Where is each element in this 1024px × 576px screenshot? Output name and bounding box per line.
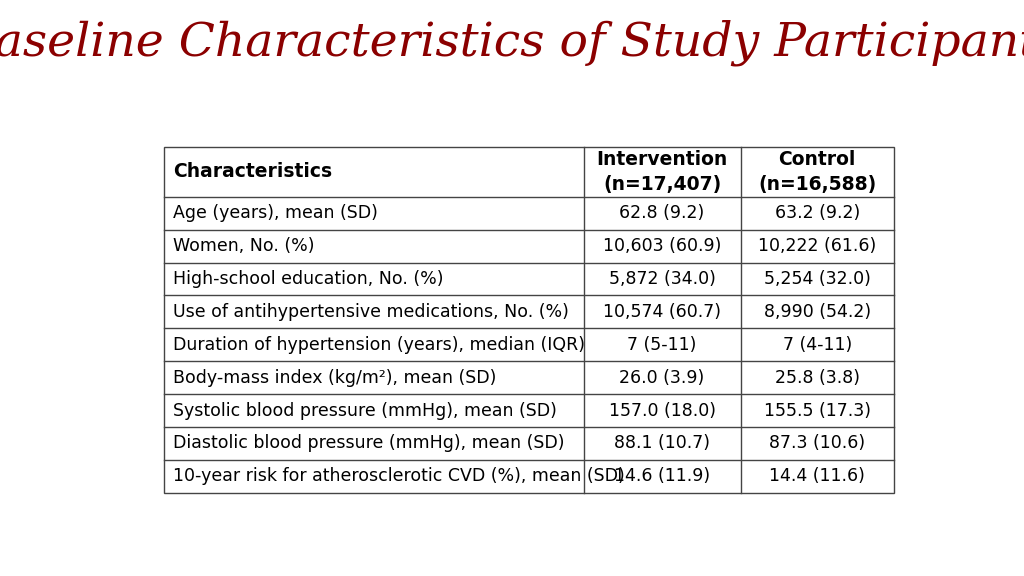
Text: Control
(n=16,588): Control (n=16,588) — [758, 150, 877, 194]
Text: 14.6 (11.9): 14.6 (11.9) — [614, 467, 710, 485]
Text: 62.8 (9.2): 62.8 (9.2) — [620, 204, 705, 222]
Text: Diastolic blood pressure (mmHg), mean (SD): Diastolic blood pressure (mmHg), mean (S… — [173, 434, 564, 452]
Text: 25.8 (3.8): 25.8 (3.8) — [775, 369, 860, 386]
Text: 87.3 (10.6): 87.3 (10.6) — [769, 434, 865, 452]
Text: High-school education, No. (%): High-school education, No. (%) — [173, 270, 443, 288]
Text: 7 (5-11): 7 (5-11) — [628, 336, 696, 354]
Text: Characteristics: Characteristics — [173, 162, 333, 181]
Text: 10,574 (60.7): 10,574 (60.7) — [603, 303, 721, 321]
Text: 5,872 (34.0): 5,872 (34.0) — [608, 270, 716, 288]
Text: Age (years), mean (SD): Age (years), mean (SD) — [173, 204, 378, 222]
Text: Women, No. (%): Women, No. (%) — [173, 237, 314, 255]
Text: Baseline Characteristics of Study Participants: Baseline Characteristics of Study Partic… — [0, 20, 1024, 66]
Text: 10,222 (61.6): 10,222 (61.6) — [758, 237, 877, 255]
Text: 5,254 (32.0): 5,254 (32.0) — [764, 270, 870, 288]
Text: 157.0 (18.0): 157.0 (18.0) — [608, 401, 716, 419]
Text: 155.5 (17.3): 155.5 (17.3) — [764, 401, 870, 419]
Text: 10,603 (60.9): 10,603 (60.9) — [603, 237, 721, 255]
Text: 26.0 (3.9): 26.0 (3.9) — [620, 369, 705, 386]
Text: Duration of hypertension (years), median (IQR): Duration of hypertension (years), median… — [173, 336, 586, 354]
Text: 8,990 (54.2): 8,990 (54.2) — [764, 303, 870, 321]
Text: 88.1 (10.7): 88.1 (10.7) — [614, 434, 710, 452]
Text: Body-mass index (kg/m²), mean (SD): Body-mass index (kg/m²), mean (SD) — [173, 369, 497, 386]
Text: 10-year risk for atherosclerotic CVD (%), mean (SD): 10-year risk for atherosclerotic CVD (%)… — [173, 467, 625, 485]
Text: Use of antihypertensive medications, No. (%): Use of antihypertensive medications, No.… — [173, 303, 569, 321]
Text: Systolic blood pressure (mmHg), mean (SD): Systolic blood pressure (mmHg), mean (SD… — [173, 401, 557, 419]
Text: 14.4 (11.6): 14.4 (11.6) — [769, 467, 865, 485]
Text: 63.2 (9.2): 63.2 (9.2) — [774, 204, 860, 222]
Text: Intervention
(n=17,407): Intervention (n=17,407) — [596, 150, 728, 194]
Text: 7 (4-11): 7 (4-11) — [782, 336, 852, 354]
